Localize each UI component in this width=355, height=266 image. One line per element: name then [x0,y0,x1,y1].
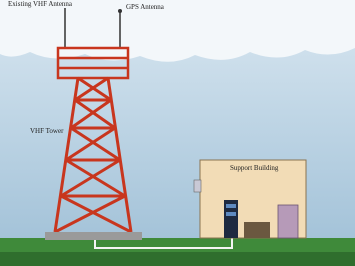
rack-unit [226,204,236,208]
building-label: Support Building [230,164,279,172]
ground-shade [0,252,355,266]
tower-label: VHF Tower [30,127,64,135]
vhf-antenna-label: Existing VHF Antenna [8,0,73,8]
equipment-cabinet [244,222,270,238]
door [278,205,298,238]
diagram: Existing VHF Antenna GPS Antenna VHF Tow… [0,0,355,266]
page: {"labels": {"vhf_antenna": "Existing VHF… [0,0,355,266]
gps-antenna [118,9,122,13]
gps-antenna-label: GPS Antenna [126,3,165,11]
wall-sensor [194,180,201,192]
rack-unit [226,212,236,216]
tower-base [45,232,142,240]
